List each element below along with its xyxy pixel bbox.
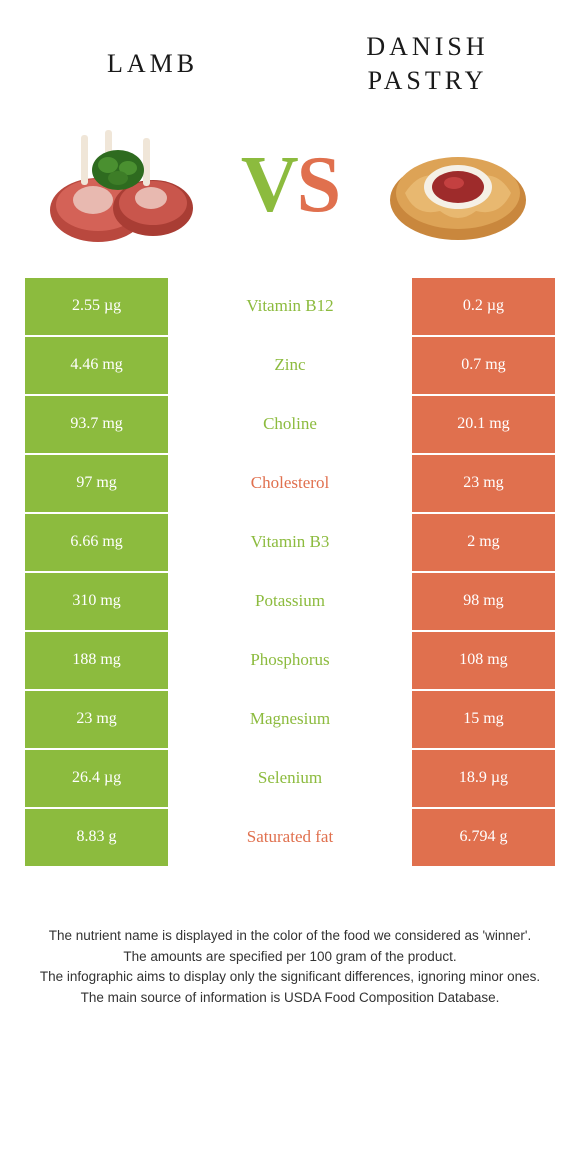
table-row: 26.4 µgSelenium18.9 µg bbox=[25, 750, 555, 807]
right-value-cell: 18.9 µg bbox=[412, 750, 555, 807]
right-food-title: Danish pastry bbox=[315, 30, 540, 98]
left-food-title: Lamb bbox=[40, 47, 265, 81]
headers-row: Lamb Danish pastry bbox=[20, 30, 560, 98]
right-value-cell: 15 mg bbox=[412, 691, 555, 748]
nutrient-label-cell: Vitamin B12 bbox=[168, 278, 412, 335]
right-value-cell: 2 mg bbox=[412, 514, 555, 571]
table-row: 8.83 gSaturated fat6.794 g bbox=[25, 809, 555, 866]
lamb-icon bbox=[43, 120, 203, 250]
right-value-cell: 23 mg bbox=[412, 455, 555, 512]
nutrient-label-cell: Selenium bbox=[168, 750, 412, 807]
left-value-cell: 6.66 mg bbox=[25, 514, 168, 571]
left-value-cell: 97 mg bbox=[25, 455, 168, 512]
nutrient-table: 2.55 µgVitamin B120.2 µg4.46 mgZinc0.7 m… bbox=[25, 278, 555, 866]
right-value-cell: 20.1 mg bbox=[412, 396, 555, 453]
table-row: 93.7 mgCholine20.1 mg bbox=[25, 396, 555, 453]
nutrient-label-cell: Potassium bbox=[168, 573, 412, 630]
footer-line-4: The main source of information is USDA F… bbox=[30, 988, 550, 1009]
left-value-cell: 310 mg bbox=[25, 573, 168, 630]
left-value-cell: 26.4 µg bbox=[25, 750, 168, 807]
footer-notes: The nutrient name is displayed in the co… bbox=[20, 926, 560, 1010]
left-value-cell: 4.46 mg bbox=[25, 337, 168, 394]
vs-v-letter: V bbox=[241, 141, 297, 229]
left-value-cell: 8.83 g bbox=[25, 809, 168, 866]
nutrient-label-cell: Zinc bbox=[168, 337, 412, 394]
right-food-image bbox=[375, 118, 540, 253]
table-row: 6.66 mgVitamin B32 mg bbox=[25, 514, 555, 571]
table-row: 97 mgCholesterol23 mg bbox=[25, 455, 555, 512]
nutrient-label-cell: Phosphorus bbox=[168, 632, 412, 689]
right-value-cell: 6.794 g bbox=[412, 809, 555, 866]
nutrient-label-cell: Cholesterol bbox=[168, 455, 412, 512]
left-value-cell: 188 mg bbox=[25, 632, 168, 689]
vs-label: VS bbox=[241, 140, 339, 231]
pastry-icon bbox=[380, 125, 535, 245]
right-value-cell: 0.7 mg bbox=[412, 337, 555, 394]
vs-s-letter: S bbox=[297, 141, 340, 229]
nutrient-label-cell: Saturated fat bbox=[168, 809, 412, 866]
footer-line-3: The infographic aims to display only the… bbox=[30, 967, 550, 988]
left-value-cell: 23 mg bbox=[25, 691, 168, 748]
footer-line-1: The nutrient name is displayed in the co… bbox=[30, 926, 550, 947]
nutrient-label-cell: Vitamin B3 bbox=[168, 514, 412, 571]
right-value-cell: 98 mg bbox=[412, 573, 555, 630]
nutrient-label-cell: Magnesium bbox=[168, 691, 412, 748]
table-row: 2.55 µgVitamin B120.2 µg bbox=[25, 278, 555, 335]
left-value-cell: 93.7 mg bbox=[25, 396, 168, 453]
right-value-cell: 0.2 µg bbox=[412, 278, 555, 335]
left-food-image bbox=[40, 118, 205, 253]
images-row: VS bbox=[20, 118, 560, 278]
left-value-cell: 2.55 µg bbox=[25, 278, 168, 335]
footer-line-2: The amounts are specified per 100 gram o… bbox=[30, 947, 550, 968]
table-row: 188 mgPhosphorus108 mg bbox=[25, 632, 555, 689]
table-row: 4.46 mgZinc0.7 mg bbox=[25, 337, 555, 394]
nutrient-label-cell: Choline bbox=[168, 396, 412, 453]
infographic-container: Lamb Danish pastry VS bbox=[0, 0, 580, 1029]
right-value-cell: 108 mg bbox=[412, 632, 555, 689]
table-row: 310 mgPotassium98 mg bbox=[25, 573, 555, 630]
table-row: 23 mgMagnesium15 mg bbox=[25, 691, 555, 748]
